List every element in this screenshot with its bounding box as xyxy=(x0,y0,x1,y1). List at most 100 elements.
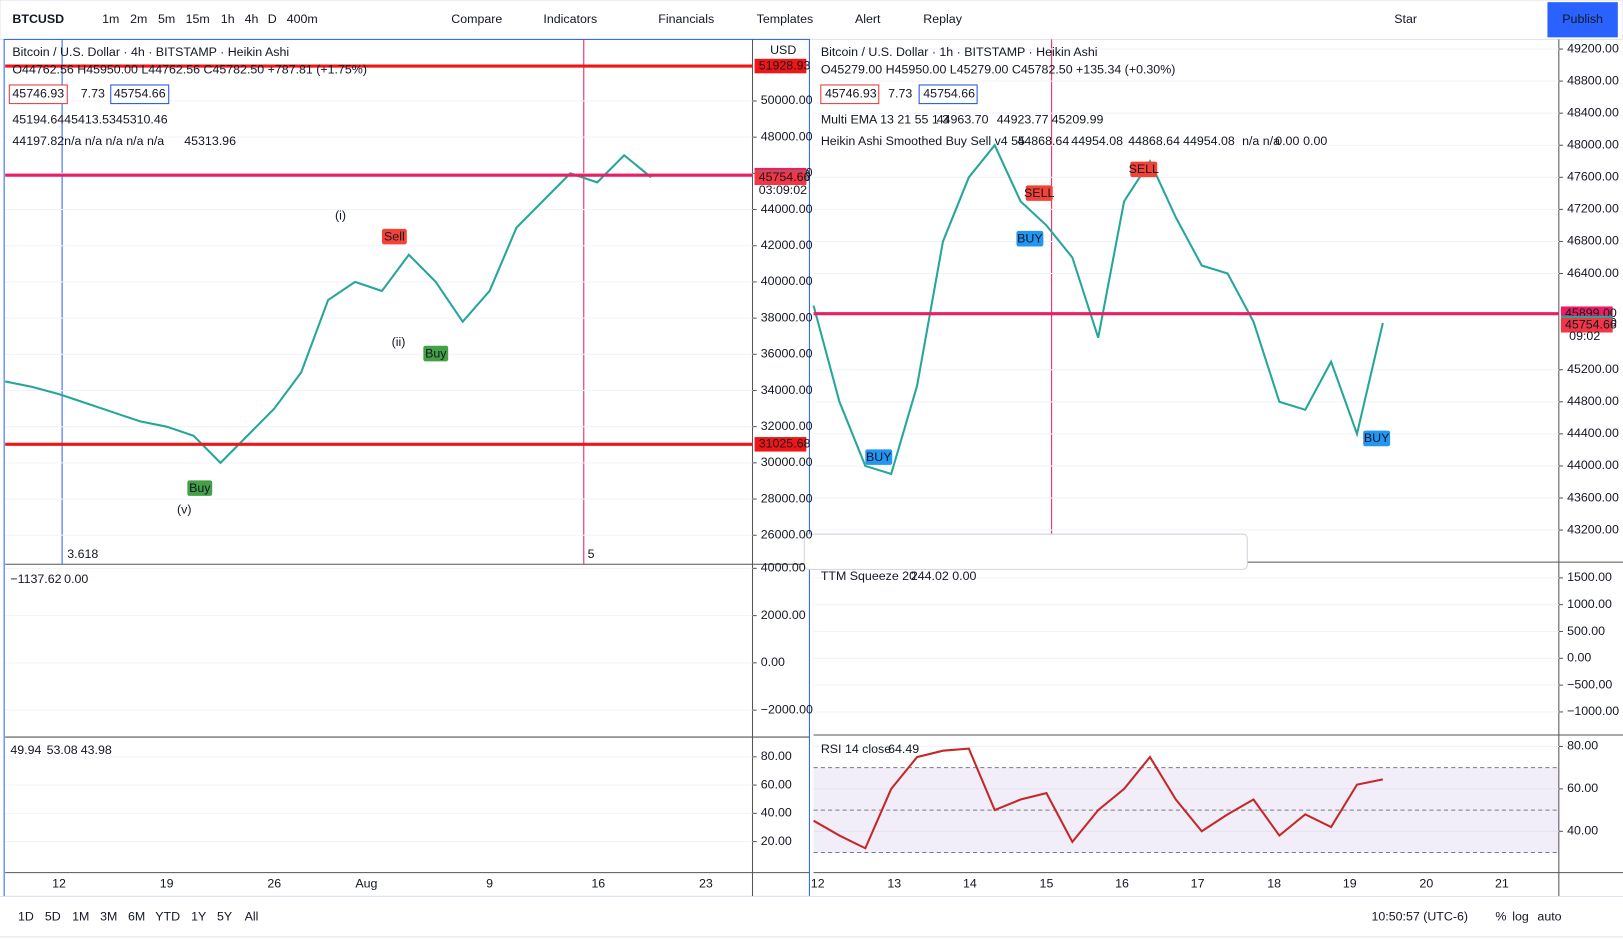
y-tick-label: 50000.00 xyxy=(761,93,813,107)
legend-price: 45754.66 xyxy=(114,87,166,101)
x-tick-label: 16 xyxy=(1115,876,1129,890)
y-tick-label: 48800.00 xyxy=(1567,73,1619,87)
interval[interactable]: 1m xyxy=(102,12,119,26)
y-tick-label: 43200.00 xyxy=(1567,522,1619,536)
price-box xyxy=(8,84,68,105)
ema-value: 45209.99 xyxy=(1052,112,1104,126)
y-tick-label: 500.00 xyxy=(1567,624,1605,638)
y-tick-label: 48000.00 xyxy=(761,129,813,143)
osc-legend: TTM Squeeze 20 xyxy=(821,569,916,583)
signal-box xyxy=(1130,161,1158,178)
range-button[interactable]: All xyxy=(245,909,259,923)
indicator-value: 44954.08 xyxy=(1071,134,1123,148)
toolbar-button[interactable]: Financials xyxy=(658,12,714,26)
indicator-value: 44868.64 xyxy=(1017,134,1069,148)
ema-value: 44923.77 xyxy=(997,112,1049,126)
price-box xyxy=(820,84,880,105)
signal-box xyxy=(187,480,213,496)
interval[interactable]: 2m xyxy=(130,12,147,26)
range-button[interactable]: YTD xyxy=(155,909,180,923)
countdown: 09:02 xyxy=(1569,329,1600,343)
y-tick-label: 45200.00 xyxy=(1567,362,1619,376)
range-button[interactable]: 5Y xyxy=(217,909,232,923)
signal-label: SELL xyxy=(1129,162,1159,176)
scale-option[interactable]: % xyxy=(1495,909,1506,923)
y-tick-label: 4000.00 xyxy=(761,561,806,575)
y-tick-label: 42000.00 xyxy=(761,238,813,252)
publish-button[interactable] xyxy=(1547,2,1618,38)
osc-legend: 64.49 xyxy=(888,742,919,756)
publish-label[interactable]: Publish xyxy=(1562,12,1603,26)
legend-price: 45746.93 xyxy=(12,87,64,101)
fib-label: 3.618 xyxy=(67,547,98,561)
y-tick-label: 47600.00 xyxy=(1567,170,1619,184)
drawing-toolbar[interactable] xyxy=(803,533,1248,570)
y-tick-label: 40000.00 xyxy=(761,274,813,288)
y-tick-label: 26000.00 xyxy=(761,528,813,542)
y-tick-label: 1500.00 xyxy=(1567,570,1612,584)
osc-legend: 43.98 xyxy=(81,743,112,757)
ema-value: Multi EMA 13 21 55 1 3 xyxy=(821,112,949,126)
y-tick-label: 38000.00 xyxy=(761,310,813,324)
y-tick-label: 80.00 xyxy=(1567,739,1598,753)
osc-legend: RSI 14 close xyxy=(821,742,891,756)
range-button[interactable]: 5D xyxy=(45,909,61,923)
x-tick-label: 13 xyxy=(887,876,901,890)
x-tick-label: 12 xyxy=(811,876,825,890)
y-tick-label: 40.00 xyxy=(1567,824,1598,838)
osc-legend: 0.00 xyxy=(64,572,88,586)
y-tick-label: −2000.00 xyxy=(761,702,813,716)
y-tick-label: 1000.00 xyxy=(1567,597,1612,611)
indicator-value: n/a n/a n/a n/a n/a xyxy=(64,134,164,148)
interval[interactable]: 5m xyxy=(158,12,175,26)
star-button[interactable]: Star xyxy=(1394,12,1417,26)
x-tick-label: 17 xyxy=(1191,876,1205,890)
toolbar-button[interactable]: Templates xyxy=(757,12,814,26)
ema-value: 45413.53 xyxy=(64,112,116,126)
toolbar-button[interactable]: Compare xyxy=(451,12,502,26)
scale-option[interactable]: log xyxy=(1512,909,1529,923)
symbol[interactable]: BTCUSD xyxy=(12,12,64,26)
signal-box xyxy=(1025,185,1053,201)
price-label-bg xyxy=(754,437,807,452)
signal-box xyxy=(1016,230,1044,247)
signal-label: BUY xyxy=(1364,431,1390,445)
chart-title: Bitcoin / U.S. Dollar · 4h · BITSTAMP · … xyxy=(12,45,289,59)
y-tick-label: 60.00 xyxy=(1567,781,1598,795)
toolbar-button[interactable]: Replay xyxy=(923,12,962,26)
y-tick-label: 30000.00 xyxy=(761,455,813,469)
y-tick-label: 32000.00 xyxy=(761,419,813,433)
interval[interactable]: D xyxy=(268,12,277,26)
indicator-value: 0.00 xyxy=(1303,134,1327,148)
interval[interactable]: 4h xyxy=(245,12,259,26)
top-toolbar xyxy=(0,0,1623,40)
y-tick-label: 44800.00 xyxy=(1567,394,1619,408)
x-tick-label: 19 xyxy=(1343,876,1357,890)
osc-legend: 53.08 xyxy=(47,743,78,757)
interval[interactable]: 15m xyxy=(186,12,210,26)
indicator-value: 44197.82 xyxy=(12,134,64,148)
range-button[interactable]: 1M xyxy=(72,909,89,923)
toolbar-button[interactable]: Alert xyxy=(855,12,881,26)
y-tick-label: −500.00 xyxy=(1567,677,1612,691)
x-tick-label: Aug xyxy=(355,876,377,890)
range-button[interactable]: 1Y xyxy=(191,909,206,923)
price-label-bg xyxy=(1560,318,1613,333)
currency[interactable]: USD xyxy=(770,43,796,57)
x-tick-label: 15 xyxy=(1040,876,1054,890)
osc-legend: 49.94 xyxy=(10,743,41,757)
price-label: 31025.68 xyxy=(759,437,811,451)
toolbar-button[interactable]: Indicators xyxy=(543,12,597,26)
y-tick-label: 2000.00 xyxy=(761,608,806,622)
range-button[interactable]: 6M xyxy=(128,909,145,923)
range-button[interactable]: 1D xyxy=(18,909,34,923)
range-button[interactable]: 3M xyxy=(100,909,117,923)
price-label-bg xyxy=(754,58,807,74)
scale-option[interactable]: auto xyxy=(1537,909,1561,923)
interval[interactable]: 1h xyxy=(221,12,235,26)
interval[interactable]: 400m xyxy=(287,12,318,26)
x-tick-label: 19 xyxy=(160,876,174,890)
y-tick-label: 43600.00 xyxy=(1567,490,1619,504)
y-tick-label: 48000.00 xyxy=(1567,138,1619,152)
